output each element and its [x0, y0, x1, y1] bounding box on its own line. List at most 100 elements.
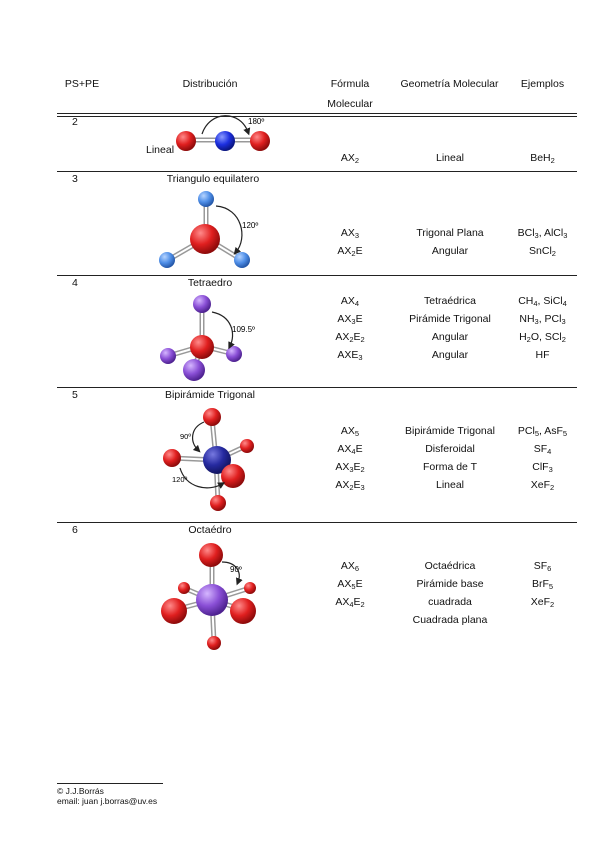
- angle-arrow: [215, 205, 243, 255]
- geometry-list: Octaédrica Pirámide base cuadrada Cuadrada …: [395, 557, 505, 629]
- row-ps: 4: [72, 277, 78, 289]
- footer-rule: [57, 783, 163, 784]
- example-item: SnCl2: [529, 245, 556, 258]
- row-divider-3: [57, 387, 577, 388]
- examples-list: SF6 BrF5 XeF2: [505, 557, 580, 611]
- row-divider-2: [57, 275, 577, 276]
- examples-list: BeH2: [510, 149, 575, 167]
- geometry-item: Lineal: [435, 152, 465, 164]
- tetrahedral-diagram: 109.5º: [160, 295, 255, 381]
- example-item: BeH2: [530, 152, 555, 165]
- example-item: BCl3, AlCl3: [517, 227, 568, 240]
- geometry-item: Cuadrada plana: [412, 614, 488, 626]
- geometry-item: Trigonal Plana: [416, 227, 484, 239]
- formula-item: AX2E3: [335, 479, 365, 492]
- geometry-item: Lineal: [435, 479, 465, 491]
- formula-item: AX4E2: [335, 596, 365, 609]
- angle-arrow-90: [192, 421, 205, 453]
- atom-light-blue: [159, 252, 175, 268]
- example-item: ClF3: [532, 461, 553, 474]
- formula-list: AX6 AX5E AX4E2: [318, 557, 382, 611]
- row-ps: 6: [72, 524, 78, 536]
- row-ps: 3: [72, 173, 78, 185]
- geometry-list: Lineal: [395, 149, 505, 167]
- row-inline-label: Lineal: [146, 144, 175, 156]
- atom-dark-blue-central: [203, 446, 231, 474]
- example-item: XeF2: [530, 479, 555, 492]
- atom-red: [240, 439, 254, 453]
- formula-list: AX3 AX2E: [318, 224, 382, 260]
- header-formula: Fórmula Molecular: [310, 74, 390, 114]
- formula-item: AX3: [340, 227, 360, 240]
- example-item: NH3, PCl3: [519, 313, 566, 326]
- example-item: SF4: [533, 443, 552, 456]
- geometry-item: Pirámide base: [416, 578, 484, 590]
- angle-label-120: 120º: [172, 475, 188, 484]
- angle-arrow: [201, 115, 251, 136]
- atom-red: [199, 543, 223, 567]
- examples-list: PCl5, AsF5 SF4 ClF3 XeF2: [505, 422, 580, 494]
- formula-list: AX4 AX3E AX2E2 AXE3: [318, 292, 382, 364]
- geometry-item: Angular: [431, 349, 469, 361]
- formula-item: AX3E2: [335, 461, 365, 474]
- example-item: H2O, SCl2: [519, 331, 566, 344]
- atom-red-central: [190, 224, 220, 254]
- row-distribucion: Tetraedro: [187, 277, 233, 289]
- formula-item: AX2: [340, 152, 360, 165]
- linear-molecule-diagram: 180º: [176, 115, 270, 151]
- row-divider-4: [57, 522, 577, 523]
- geometry-list: Bipirámide Trigonal Disferoidal Forma de T…: [395, 422, 505, 494]
- atom-red: [161, 598, 187, 624]
- formula-item: AX2E2: [335, 331, 365, 344]
- geometry-item: cuadrada: [428, 596, 472, 608]
- formula-item: AXE3: [337, 349, 363, 362]
- atom-purple-central: [196, 584, 228, 616]
- atom-light-blue: [234, 252, 250, 268]
- geometry-item: Bipirámide Trigonal: [405, 425, 495, 437]
- atom-red: [210, 495, 226, 511]
- formula-item: AX2E: [337, 245, 363, 258]
- angle-label-90: 90º: [180, 432, 191, 441]
- atom-red-central: [190, 335, 214, 359]
- atom-purple: [193, 295, 211, 313]
- atom-blue: [215, 131, 235, 151]
- atom-red: [244, 582, 256, 594]
- formula-item: AX4: [340, 295, 360, 308]
- trigonal-bipyramidal-diagram: 90º 120º: [163, 408, 254, 511]
- formula-list: AX5 AX4E AX3E2 AX2E3: [318, 422, 382, 494]
- header-formula-line2: Molecular: [327, 98, 373, 110]
- header-ejemplos: Ejemplos: [520, 78, 565, 90]
- atom-red: [230, 598, 256, 624]
- geometry-item: Angular: [431, 245, 469, 257]
- atom-light-blue: [198, 191, 214, 207]
- atom-purple: [183, 359, 205, 381]
- angle-label: 109.5º: [232, 325, 255, 334]
- geometry-item: Tetraédrica: [424, 295, 476, 307]
- row-distribucion: Bipirámide Trigonal: [165, 389, 255, 401]
- geometry-item: Angular: [431, 331, 469, 343]
- octahedral-diagram: 90º: [161, 543, 256, 650]
- angle-label: 90º: [230, 565, 242, 574]
- row-divider-1: [57, 171, 577, 172]
- formula-list: AX2: [318, 149, 382, 167]
- atom-red: [163, 449, 181, 467]
- atom-purple: [226, 346, 242, 362]
- trigonal-planar-diagram: 120º: [159, 191, 258, 268]
- header-distribucion: Distribución: [182, 78, 238, 90]
- atom-red: [221, 464, 245, 488]
- atom-purple: [160, 348, 176, 364]
- atom-red: [203, 408, 221, 426]
- header-ps-pe: PS+PE: [64, 78, 100, 90]
- header-rule-top: [57, 113, 577, 114]
- example-item: PCl5, AsF5: [517, 425, 568, 438]
- example-item: HF: [535, 349, 550, 361]
- row-ps: 2: [72, 116, 78, 128]
- example-item: XeF2: [530, 596, 555, 609]
- row-distribucion: Triangulo equilatero: [166, 173, 260, 185]
- formula-item: AX3E: [337, 313, 363, 326]
- geometry-item: Forma de T: [422, 461, 478, 473]
- example-item: CH4, SiCl4: [518, 295, 567, 308]
- geometry-item: Disferoidal: [425, 443, 475, 455]
- formula-item: AX6: [340, 560, 360, 573]
- angle-arrow: [221, 561, 243, 586]
